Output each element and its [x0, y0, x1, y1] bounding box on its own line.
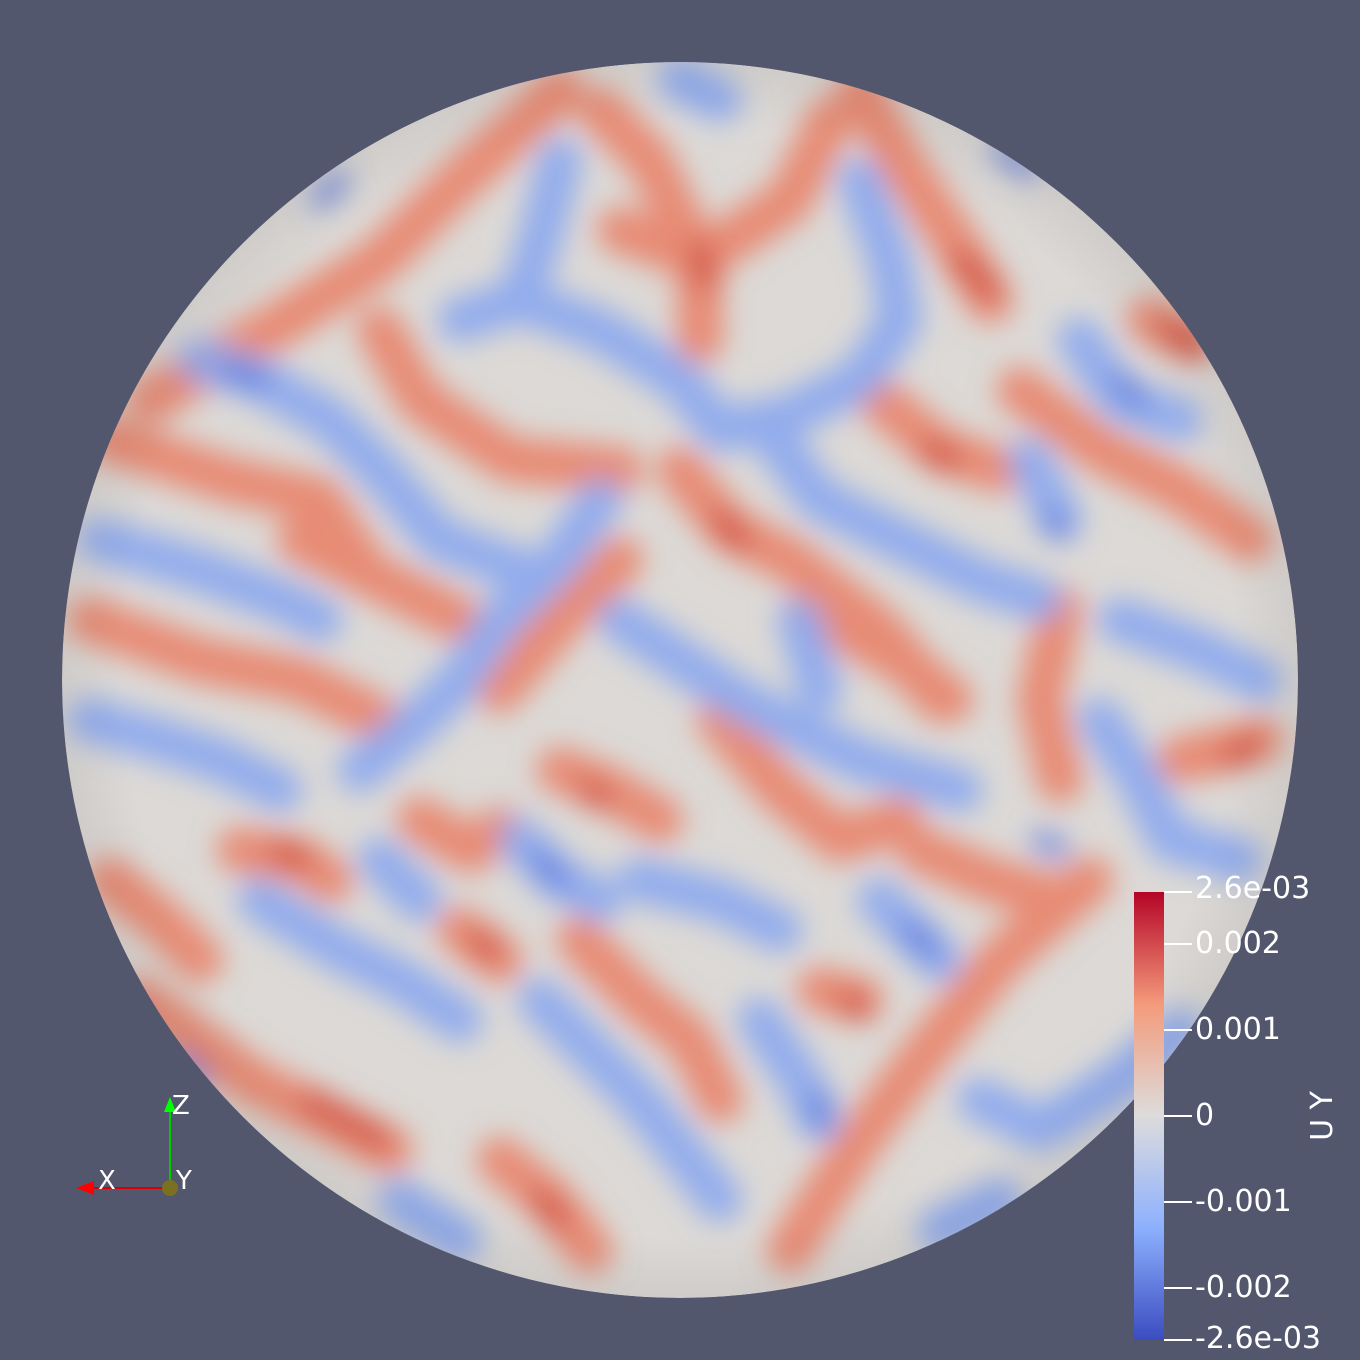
color-legend-bar[interactable] — [1134, 892, 1164, 1340]
x-axis-arrow — [76, 1181, 94, 1195]
legend-tick — [1164, 1115, 1192, 1117]
legend-tick — [1164, 1201, 1192, 1204]
legend-tick — [1164, 1287, 1192, 1290]
y-axis-marker — [162, 1180, 178, 1196]
z-axis-arrow — [164, 1097, 176, 1112]
legend-tick-label: 0 — [1195, 1098, 1215, 1133]
legend-tick-label: 0.002 — [1195, 925, 1281, 961]
legend-tick — [1164, 891, 1192, 893]
legend-tick — [1164, 1339, 1192, 1341]
legend-tick-label: -2.6e-03 — [1195, 1321, 1321, 1356]
legend-tick-label: 2.6e-03 — [1195, 871, 1311, 906]
sphere-surface — [62, 62, 1298, 1298]
z-axis-label: Z — [172, 1091, 190, 1121]
y-axis-label: Y — [176, 1166, 192, 1196]
orientation-axes — [76, 1097, 178, 1196]
legend-tick-label: 0.001 — [1195, 1011, 1281, 1047]
legend-tick — [1164, 942, 1192, 945]
legend-tick — [1164, 1028, 1192, 1031]
color-legend-title: U Y — [1305, 1091, 1340, 1141]
legend-tick-label: -0.002 — [1195, 1270, 1292, 1306]
legend-tick-label: -0.001 — [1195, 1184, 1292, 1220]
x-axis-label: X — [98, 1166, 116, 1196]
